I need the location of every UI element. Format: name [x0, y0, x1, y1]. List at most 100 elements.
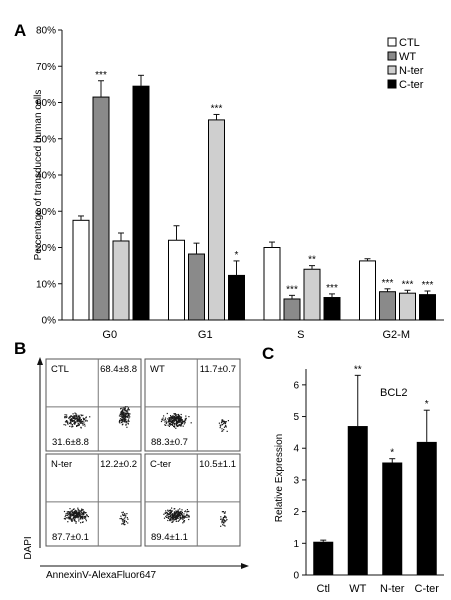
- flow-plot-event: [84, 511, 86, 514]
- flow-plot-event: [70, 419, 72, 421]
- flow-plot-event: [119, 418, 122, 420]
- flow-plot-event: [171, 514, 173, 516]
- flow-plot-event: [84, 517, 86, 519]
- flow-plot-event: [175, 517, 177, 519]
- flow-plot-event: [119, 518, 121, 520]
- flow-plot-event: [171, 421, 173, 423]
- panel-a-bar: [323, 297, 341, 321]
- flow-plot-event: [123, 521, 125, 523]
- flow-plot-event: [122, 420, 124, 422]
- panel-a-significance: ***: [326, 283, 338, 294]
- flow-plot-event: [171, 507, 173, 509]
- flow-plot-event: [127, 407, 130, 409]
- flow-plot-event: [78, 418, 80, 420]
- flow-plot-event: [127, 415, 129, 417]
- flow-plot-event: [164, 512, 166, 514]
- flow-plot-event: [82, 521, 84, 523]
- flow-plot-event: [73, 420, 75, 422]
- flow-plot-event: [124, 415, 126, 417]
- flow-plot-event: [179, 418, 181, 420]
- flow-plot-event: [222, 511, 224, 513]
- flow-plot-event: [184, 511, 186, 513]
- flow-plot-event: [121, 511, 123, 514]
- flow-plot-event: [164, 418, 166, 421]
- flow-plot-event: [174, 413, 177, 415]
- flow-plot-event: [66, 416, 68, 418]
- flow-plot-event: [67, 423, 69, 425]
- flow-plot-event: [165, 510, 167, 512]
- flow-plot-event: [86, 420, 88, 422]
- flow-plot-event: [162, 417, 164, 419]
- flow-plot-event: [124, 406, 126, 408]
- flow-plot-event: [122, 416, 124, 418]
- flow-plot-event: [121, 419, 123, 421]
- flow-plot-frame: [144, 453, 241, 547]
- flow-plot-event: [73, 511, 75, 513]
- flow-plot-event: [182, 420, 185, 422]
- flow-plot-event: [122, 408, 124, 410]
- flow-plot-event: [77, 514, 79, 516]
- flow-plot-event: [174, 420, 176, 422]
- flow-plot-event: [173, 512, 175, 514]
- flow-plot-event: [84, 516, 86, 518]
- panel-c-y-tick-label: 6: [293, 380, 299, 391]
- flow-plot-event: [125, 416, 127, 418]
- flow-plot-event: [119, 419, 121, 422]
- flow-plot-event: [165, 516, 167, 518]
- panel-a-legend-label: CTL: [399, 37, 420, 49]
- flow-plot-event: [219, 427, 221, 429]
- panel-a-significance: *: [235, 250, 239, 261]
- flow-plot-event: [75, 521, 77, 523]
- flow-plot-event: [181, 509, 183, 511]
- flow-plot-event: [173, 517, 175, 519]
- flow-plot-event: [65, 424, 67, 426]
- flow-plot-event: [72, 514, 74, 516]
- flow-plot-event: [77, 517, 79, 519]
- flow-plot-event: [121, 523, 123, 525]
- flow-plot-event: [80, 513, 82, 516]
- flow-plot-event: [179, 417, 181, 420]
- flow-plot-event: [128, 409, 130, 411]
- flow-plot-event: [65, 421, 67, 423]
- flow-plot-event: [181, 517, 183, 519]
- flow-plot-event: [172, 521, 174, 523]
- flow-plot-event: [176, 517, 178, 519]
- flow-plot-event: [169, 419, 171, 421]
- flow-plot-event: [224, 516, 226, 518]
- flow-plot-event: [182, 518, 184, 521]
- flow-plot-event: [127, 411, 129, 413]
- flow-plot-event: [178, 513, 180, 515]
- flow-plot-event: [167, 514, 169, 516]
- flow-plot-event: [223, 423, 225, 425]
- flow-plot-event: [168, 509, 170, 512]
- flow-plot-event: [183, 517, 185, 519]
- panel-a-legend-label: N-ter: [399, 65, 424, 77]
- flow-plot-event: [123, 417, 125, 419]
- flow-plot-event: [186, 509, 188, 511]
- flow-plot-event: [224, 525, 226, 527]
- flow-plot-event: [178, 423, 180, 425]
- flow-plot-event: [71, 520, 73, 522]
- flow-plot-event: [177, 420, 179, 422]
- panel-c-category-label: WT: [349, 583, 366, 595]
- flow-plot-event: [168, 418, 170, 421]
- flow-plot-event: [180, 424, 183, 426]
- flow-plot-event: [186, 511, 188, 513]
- flow-plot-event: [76, 421, 78, 423]
- flow-plot-event: [174, 516, 176, 518]
- flow-plot-event: [171, 423, 173, 425]
- flow-plot-event: [69, 511, 71, 513]
- panel-c-y-tick-label: 1: [293, 539, 299, 550]
- flow-plot-event: [69, 416, 71, 418]
- flow-plot-event: [177, 425, 179, 427]
- flow-plot-event: [226, 430, 228, 432]
- flow-plot-event: [225, 520, 227, 522]
- panel-a-bar: [92, 96, 110, 321]
- panel-a-legend-label: WT: [399, 51, 416, 63]
- flow-plot-event: [174, 425, 176, 427]
- flow-plot-event: [122, 417, 124, 419]
- flow-plot-event: [125, 514, 127, 516]
- flow-plot-event: [79, 512, 81, 514]
- flow-plot-event: [171, 521, 173, 523]
